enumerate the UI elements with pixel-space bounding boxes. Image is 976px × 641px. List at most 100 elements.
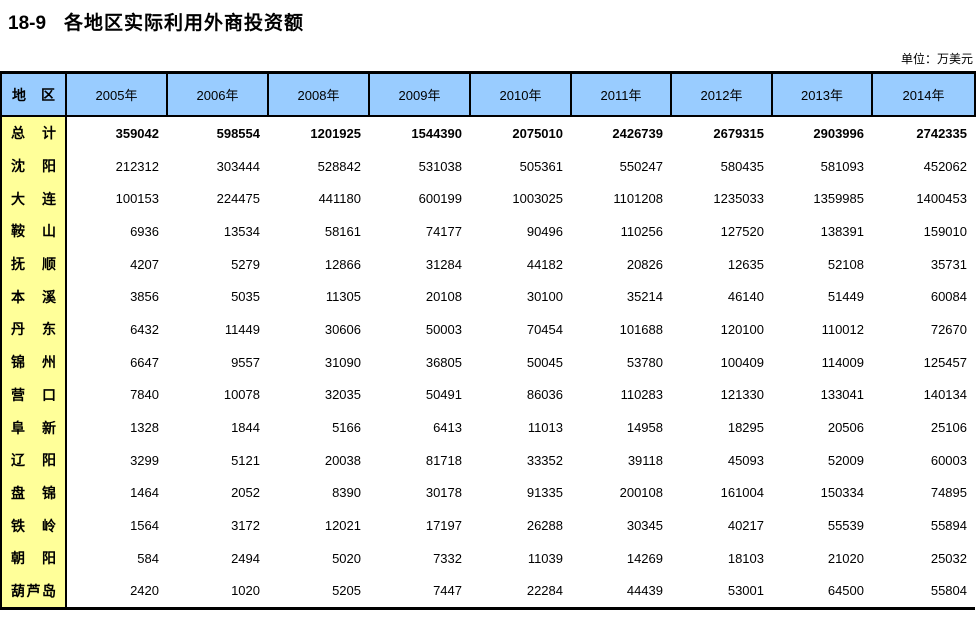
- value-cell: 45093: [727, 452, 764, 468]
- year-column-header-1: 2005年: [65, 71, 168, 117]
- region-name: 辽阳: [1, 443, 67, 477]
- distributed-text: 沈阳: [11, 158, 56, 175]
- year-column-header-9: 2014年: [871, 71, 976, 117]
- value-cell: 159010: [923, 223, 967, 239]
- value-cell: 74895: [930, 485, 967, 501]
- value-cell: 140134: [923, 387, 967, 403]
- table-row: 大连 100153 224475 441180 600199 1003025 1101208…: [1, 182, 975, 216]
- value-cell: 1328: [130, 420, 159, 436]
- region-name: 阜新: [1, 411, 67, 444]
- value-cell: 531038: [418, 158, 462, 174]
- value-cell: 20826: [626, 256, 663, 272]
- region-name: 朝阳: [1, 541, 67, 575]
- table-row: 铁岭 1564 3172 12021 17197 26288 30345 40217 55539…: [1, 509, 975, 542]
- value-cell: 6936: [130, 223, 159, 239]
- value-cell: 580435: [720, 158, 764, 174]
- value-cell: 72670: [930, 321, 967, 337]
- value-cell: 11013: [527, 420, 563, 436]
- year-column-header-8: 2013年: [771, 71, 873, 117]
- value-cell: 30345: [626, 518, 663, 534]
- table-row: 沈阳 212312 303444 528842 531038 505361 550247 58…: [1, 149, 975, 183]
- value-cell: 5020: [332, 550, 361, 566]
- distributed-text: 锦州: [11, 354, 56, 371]
- value-cell: 1101208: [613, 191, 663, 207]
- year-column-header-5: 2010年: [469, 71, 572, 117]
- unit-label: 单位：万美元: [900, 52, 973, 66]
- table-row: 总计 359042 598554 1201925 1544390 2075010 24267…: [1, 116, 975, 150]
- table-row: 辽阳 3299 5121 20038 81718 33352 39118 45093 52009…: [1, 443, 975, 477]
- value-cell: 5205: [332, 583, 361, 599]
- value-cell: 55894: [930, 518, 967, 534]
- value-cell: 1020: [231, 583, 260, 599]
- region-name: 大连: [1, 182, 67, 216]
- value-cell: 31284: [425, 256, 462, 272]
- region-name: 抚顺: [1, 247, 67, 281]
- value-cell: 452062: [923, 158, 967, 174]
- value-cell: 505361: [519, 158, 563, 174]
- value-cell: 22284: [526, 583, 563, 599]
- region-name: 营口: [1, 378, 67, 412]
- value-cell: 2075010: [512, 125, 563, 141]
- value-cell: 46140: [727, 289, 764, 305]
- value-cell: 5166: [332, 420, 361, 436]
- value-cell: 120100: [720, 321, 764, 337]
- value-cell: 1201925: [310, 125, 361, 141]
- distributed-text: 铁岭: [11, 517, 56, 534]
- region-name: 铁岭: [1, 509, 67, 542]
- value-cell: 161004: [720, 485, 764, 501]
- value-cell: 13534: [223, 223, 260, 239]
- header-row: 地区 2005年 2006年 2008年 2009年 2010年 2011年 2012年 201…: [0, 71, 976, 117]
- value-cell: 11449: [224, 321, 260, 337]
- region-name: 鞍山: [1, 215, 67, 248]
- distributed-text: 抚顺: [11, 256, 56, 273]
- distributed-text: 丹东: [11, 321, 56, 338]
- value-cell: 18103: [727, 550, 764, 566]
- value-cell: 53001: [727, 583, 764, 599]
- value-cell: 110283: [620, 387, 663, 403]
- page-title: 18-9 各地区实际利用外商投资额: [0, 0, 976, 35]
- value-cell: 86036: [526, 387, 563, 403]
- table-row: 锦州 6647 9557 31090 36805 50045 53780 100409 1140…: [1, 345, 975, 379]
- value-cell: 20506: [827, 420, 864, 436]
- value-cell: 2903996: [813, 125, 864, 141]
- value-cell: 60003: [930, 452, 967, 468]
- value-cell: 35731: [930, 256, 967, 272]
- value-cell: 90496: [526, 223, 563, 239]
- value-cell: 2494: [231, 550, 260, 566]
- value-cell: 58161: [324, 223, 361, 239]
- value-cell: 25106: [930, 420, 967, 436]
- value-cell: 11305: [325, 289, 361, 305]
- distributed-text: 总计: [11, 125, 56, 142]
- value-cell: 110012: [821, 321, 864, 337]
- distributed-text: 辽阳: [11, 452, 56, 469]
- table-row: 鞍山 6936 13534 58161 74177 90496 110256 127520 13…: [1, 215, 975, 248]
- value-cell: 50491: [425, 387, 462, 403]
- distributed-text: 大连: [11, 190, 56, 207]
- value-cell: 14958: [626, 420, 663, 436]
- value-cell: 5121: [231, 452, 260, 468]
- value-cell: 51449: [827, 289, 864, 305]
- distributed-text: 朝阳: [11, 550, 56, 567]
- value-cell: 581093: [820, 158, 864, 174]
- value-cell: 9557: [231, 354, 260, 370]
- region-name: 丹东: [1, 313, 67, 346]
- distributed-text: 盘锦: [11, 484, 56, 501]
- value-cell: 40217: [727, 518, 764, 534]
- value-cell: 7332: [433, 550, 462, 566]
- value-cell: 150334: [820, 485, 864, 501]
- value-cell: 6432: [130, 321, 159, 337]
- year-column-header-3: 2008年: [267, 71, 370, 117]
- value-cell: 598554: [216, 125, 260, 141]
- value-cell: 110256: [620, 223, 663, 239]
- value-cell: 200108: [619, 485, 663, 501]
- value-cell: 50003: [425, 321, 462, 337]
- table-row: 盘锦 1464 2052 8390 30178 91335 200108 161004 1503…: [1, 476, 975, 510]
- table-header: 地区 2005年 2006年 2008年 2009年 2010年 2011年 2012年 201…: [0, 71, 976, 117]
- region-name: 本溪: [1, 280, 67, 314]
- value-cell: 2426739: [612, 125, 663, 141]
- value-cell: 100409: [720, 354, 764, 370]
- value-cell: 18295: [727, 420, 764, 436]
- value-cell: 125457: [923, 354, 967, 370]
- value-cell: 55804: [930, 583, 967, 599]
- value-cell: 584: [137, 550, 159, 566]
